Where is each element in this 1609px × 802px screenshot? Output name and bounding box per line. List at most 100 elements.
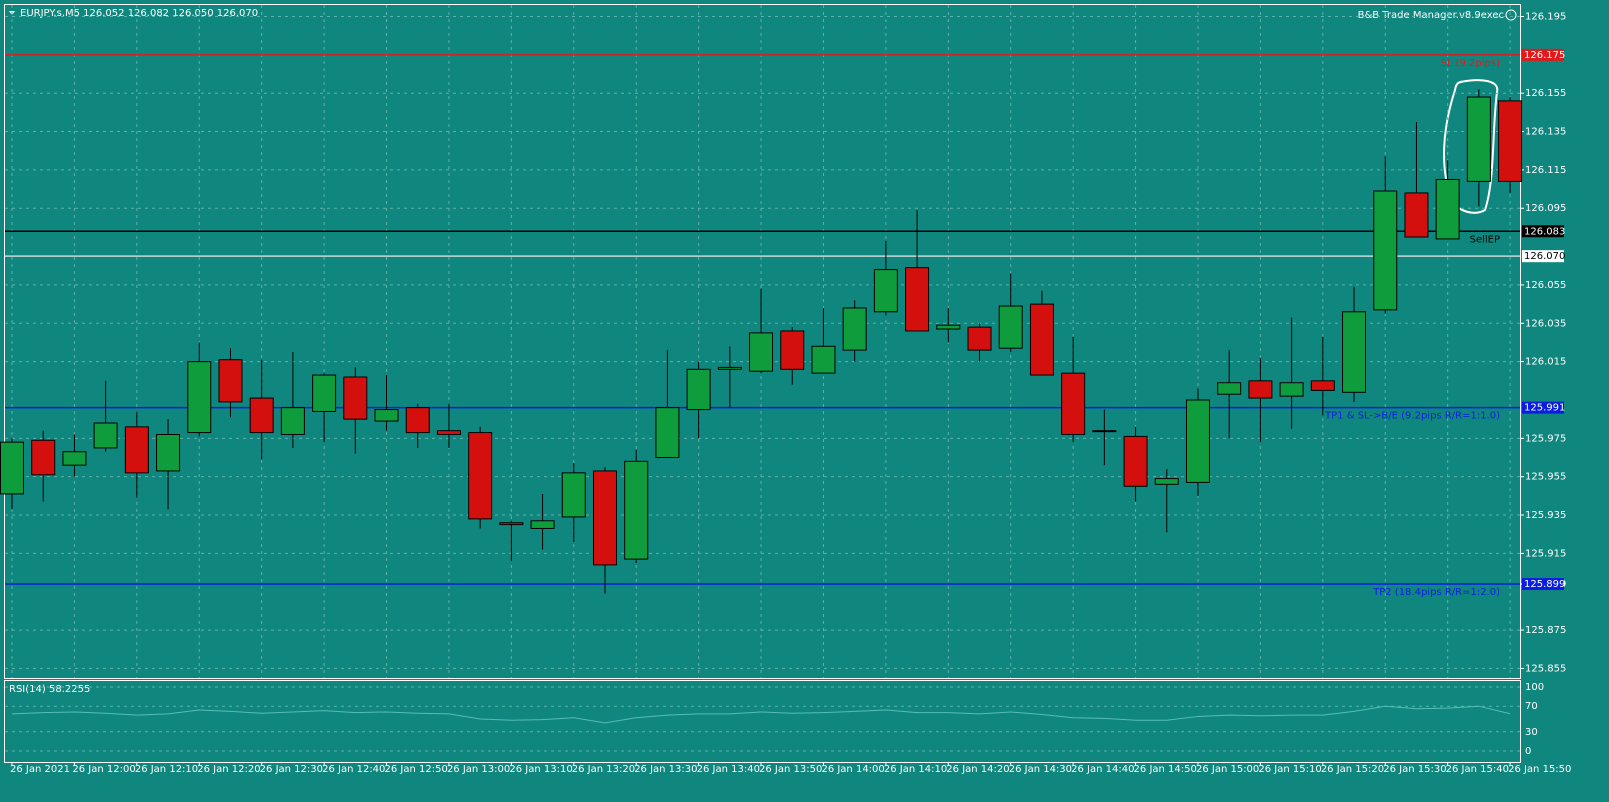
x-tick-label: 26 Jan 13:10 [509, 764, 572, 775]
x-tick-label: 26 Jan 12:50 [385, 764, 448, 775]
x-tick-label: 26 Jan 13:40 [697, 764, 760, 775]
candle-body [655, 407, 680, 459]
x-tick-label: 26 Jan 15:00 [1196, 764, 1259, 775]
candle-body [468, 432, 493, 520]
candle-body [561, 472, 586, 518]
rsi-tick-label: 100 [1525, 682, 1544, 693]
x-tick-label: 26 Jan 14:00 [821, 764, 884, 775]
candle-body [31, 439, 56, 476]
candle-body [1217, 382, 1242, 395]
x-tick-label: 26 Jan 2021 [10, 764, 70, 775]
candle-body [499, 522, 524, 526]
rsi-frame [4, 680, 1521, 763]
rsi-tick-label: 30 [1525, 727, 1538, 738]
y-tick-label: 126.095 [1525, 203, 1566, 214]
level-text: SellEP [1470, 234, 1500, 245]
candle-body [1185, 399, 1210, 483]
candle-body [374, 409, 399, 422]
level-price-box [1522, 578, 1564, 591]
candle-body [343, 376, 368, 420]
candle-body [780, 330, 805, 370]
candle-body [1123, 435, 1148, 487]
candle-body [405, 407, 430, 434]
x-tick-label: 26 Jan 12:40 [322, 764, 385, 775]
candle-body [749, 332, 774, 372]
rsi-label: RSI(14) 58.2255 [9, 684, 90, 695]
x-tick-label: 26 Jan 14:30 [1009, 764, 1072, 775]
x-tick-label: 26 Jan 12:00 [72, 764, 135, 775]
y-tick-label: 125.875 [1525, 625, 1566, 636]
candle-body [842, 307, 867, 351]
candle-body [1342, 311, 1367, 393]
smiley-icon [1505, 9, 1517, 21]
x-tick-label: 26 Jan 13:50 [759, 764, 822, 775]
x-tick-label: 26 Jan 12:20 [197, 764, 260, 775]
candle-body [1154, 478, 1179, 485]
x-tick-label: 26 Jan 12:30 [260, 764, 323, 775]
x-tick-label: 26 Jan 13:00 [447, 764, 510, 775]
candle-body [218, 359, 243, 403]
y-tick-label: 126.155 [1525, 88, 1566, 99]
candle-body [1498, 100, 1523, 182]
candle-body [717, 366, 742, 370]
ea-label: B&B Trade Manager.v8.9exec [1358, 10, 1504, 21]
y-tick-label: 126.055 [1525, 280, 1566, 291]
candle-body [249, 397, 274, 434]
level-price-label: 126.083 [1524, 226, 1565, 237]
rsi-line [11, 705, 1511, 724]
candle-body [1404, 192, 1429, 238]
candle-body [905, 267, 930, 332]
candle-body [530, 520, 555, 529]
x-tick-label: 26 Jan 13:30 [634, 764, 697, 775]
candle-body [1279, 382, 1304, 397]
candle-body [686, 368, 711, 411]
x-tick-label: 26 Jan 15:50 [1508, 764, 1571, 775]
x-tick-label: 26 Jan 14:20 [946, 764, 1009, 775]
y-tick-label: 125.975 [1525, 433, 1566, 444]
level-text: TP1 & SL->B/E (9.2pips R/R=1:1.0) [1324, 411, 1500, 422]
y-tick-label: 125.955 [1525, 472, 1566, 483]
candle-body [998, 305, 1023, 349]
symbol-info: EURJPY.s,M5 126.052 126.082 126.050 126.… [20, 8, 258, 19]
candle-body [280, 407, 305, 435]
x-tick-label: 26 Jan 13:20 [572, 764, 635, 775]
candle-body [1092, 430, 1117, 433]
level-text: SL (9.2pips) [1441, 58, 1501, 69]
y-tick-label: 126.135 [1525, 127, 1566, 138]
level-price-box [1522, 225, 1564, 238]
y-tick-label: 125.855 [1525, 663, 1566, 674]
candle-body [1061, 372, 1086, 435]
candle-body [811, 345, 836, 374]
candle-body [93, 422, 118, 449]
level-price-box [1522, 401, 1564, 414]
rsi-tick-label: 70 [1525, 701, 1538, 712]
candle-body [312, 374, 337, 412]
candle-body [1029, 303, 1054, 376]
candle-body [0, 441, 24, 495]
y-tick-label: 126.195 [1525, 12, 1566, 23]
level-text: TP2 (18.4pips R/R=1:2.0) [1372, 587, 1500, 598]
level-price-label: 125.991 [1524, 403, 1565, 414]
x-tick-label: 26 Jan 12:10 [135, 764, 198, 775]
candle-body [1373, 190, 1398, 311]
y-tick-label: 126.035 [1525, 318, 1566, 329]
x-tick-label: 26 Jan 15:20 [1321, 764, 1384, 775]
candle-body [1435, 178, 1460, 240]
x-tick-label: 26 Jan 15:30 [1383, 764, 1446, 775]
rsi-tick-label: 0 [1525, 746, 1531, 757]
candle-body [1310, 380, 1335, 391]
candle-body [624, 460, 649, 560]
x-tick-label: 26 Jan 15:40 [1446, 764, 1509, 775]
y-tick-label: 125.915 [1525, 548, 1566, 559]
candle-body [187, 361, 212, 434]
candle-body [1248, 380, 1273, 399]
level-price-label: 126.175 [1524, 50, 1565, 61]
candle-body [62, 451, 87, 466]
x-tick-label: 26 Jan 14:50 [1134, 764, 1197, 775]
hand-drawn-circle [1443, 79, 1499, 214]
candle-body [1466, 96, 1491, 182]
main-frame [4, 4, 1521, 679]
x-tick-label: 26 Jan 15:10 [1258, 764, 1321, 775]
